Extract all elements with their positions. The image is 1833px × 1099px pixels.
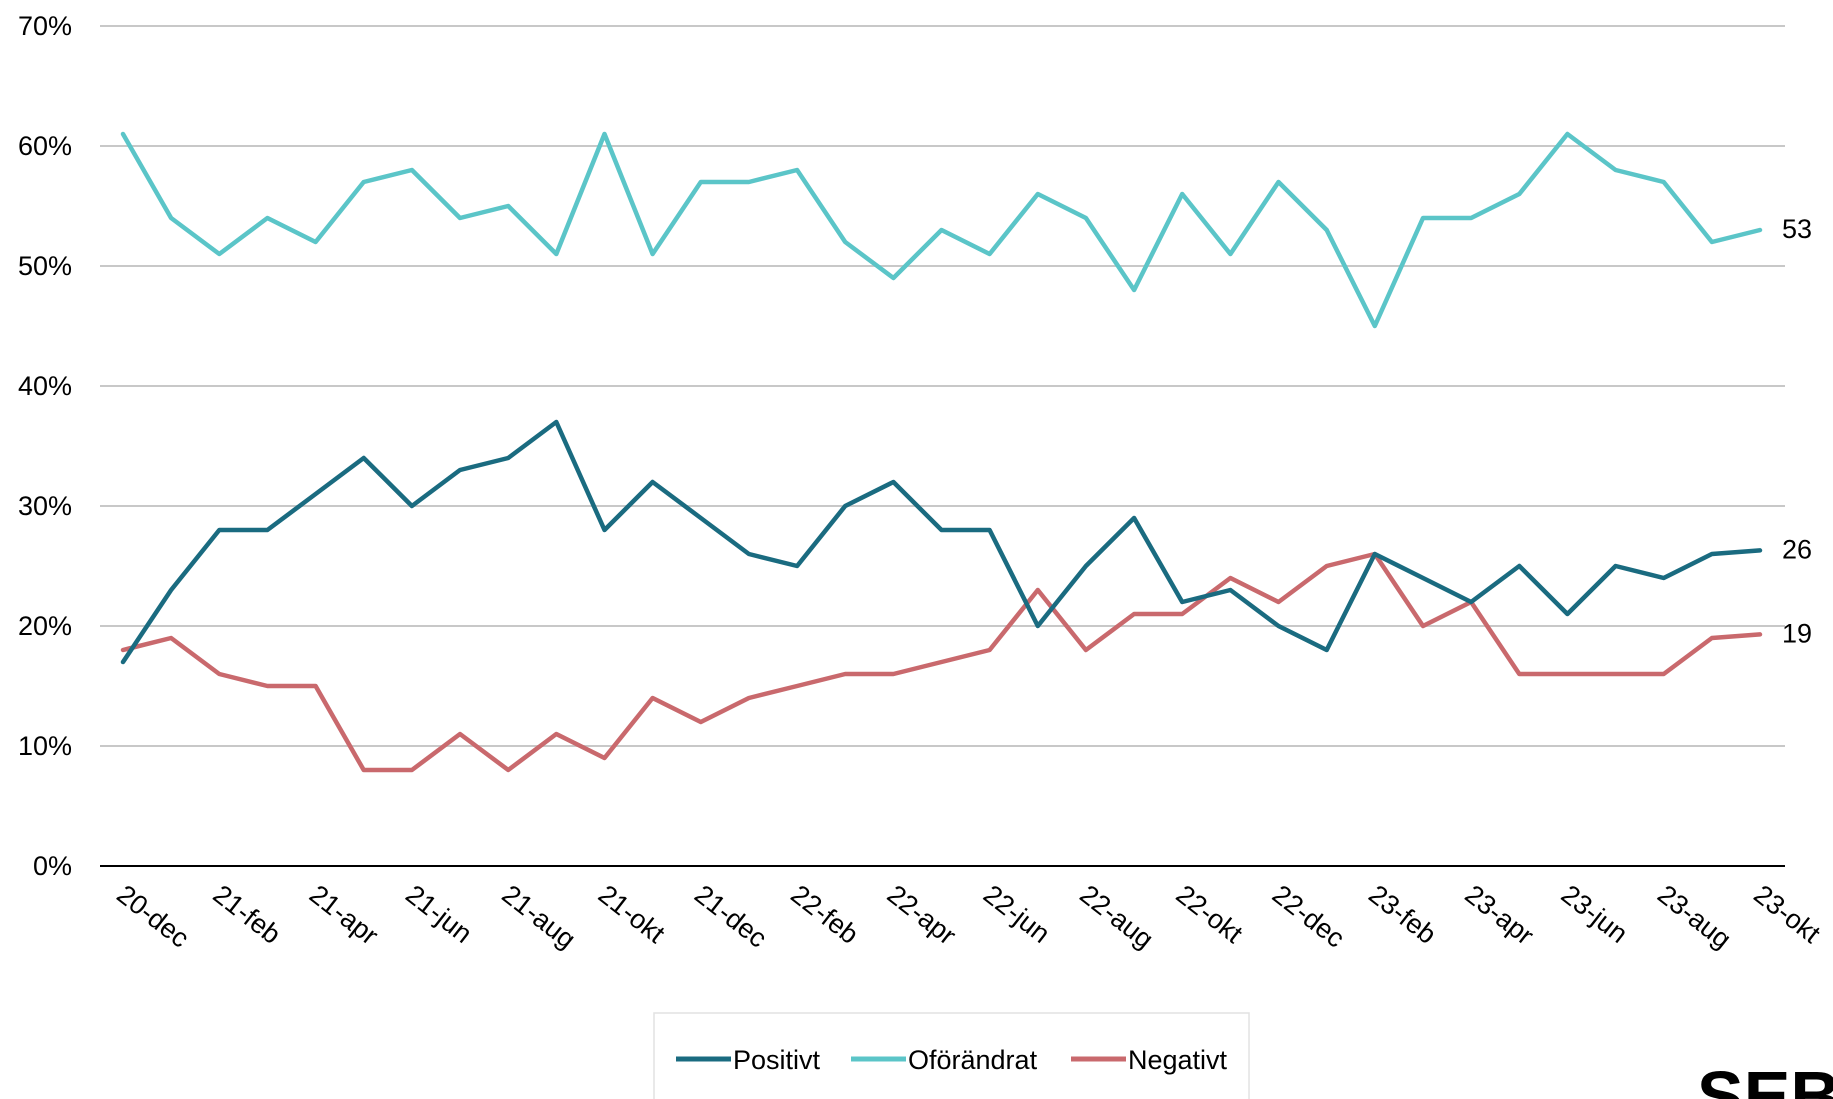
x-tick-label: 21-feb (208, 879, 287, 950)
x-tick-label: 23-apr (1459, 879, 1539, 951)
x-tick-label: 22-dec (1267, 879, 1351, 953)
series-line-positivt (120, 419, 1763, 665)
x-tick-label: 22-okt (1171, 879, 1249, 949)
x-tick-label: 22-feb (785, 879, 864, 950)
gridlines (100, 25, 1785, 867)
x-tick-label: 21-apr (304, 879, 384, 951)
x-tick-label: 20-dec (111, 879, 195, 953)
y-tick-label: 20% (18, 611, 72, 641)
logo-text: SEB (1697, 1057, 1833, 1099)
y-tick-label: 50% (18, 251, 72, 281)
end-labels: 26 53 19 (1782, 214, 1812, 648)
y-tick-label: 10% (18, 731, 72, 761)
x-tick-label: 22-jun (978, 879, 1056, 949)
series-lines (120, 131, 1763, 773)
y-axis-ticks: 0% 10% 20% 30% 40% 50% 60% 70% (18, 11, 72, 881)
legend: Positivt Oförändrat Negativt (653, 1012, 1250, 1099)
x-tick-label: 22-aug (1074, 879, 1159, 954)
x-tick-label: 21-jun (400, 879, 478, 949)
y-tick-label: 30% (18, 491, 72, 521)
legend-label-positivt: Positivt (733, 1045, 821, 1075)
legend-label-negativt: Negativt (1128, 1045, 1228, 1075)
x-tick-label: 23-jun (1556, 879, 1634, 949)
end-label: 53 (1782, 214, 1812, 244)
end-label: 19 (1782, 618, 1812, 648)
y-tick-label: 60% (18, 131, 72, 161)
y-tick-label: 0% (33, 851, 72, 881)
x-tick-label: 23-okt (1748, 879, 1826, 949)
x-axis-ticks: 20-dec 21-feb 21-apr 21-jun 21-aug 21-okt 21-d… (111, 879, 1826, 954)
series-line-ofrndrat (120, 131, 1763, 329)
x-tick-label: 21-dec (689, 879, 773, 953)
x-tick-label: 21-okt (593, 879, 671, 949)
x-tick-label: 23-feb (1363, 879, 1442, 950)
series-line-negativt (120, 551, 1763, 773)
legend-label-oforandrat: Oförändrat (908, 1045, 1038, 1075)
x-tick-label: 21-aug (496, 879, 581, 954)
end-label: 26 (1782, 534, 1812, 564)
y-tick-label: 40% (18, 371, 72, 401)
legend-box (653, 1012, 1250, 1099)
x-tick-label: 23-aug (1652, 879, 1737, 954)
y-tick-label: 70% (18, 11, 72, 41)
seb-logo: SEB (1697, 1057, 1833, 1099)
x-tick-label: 22-apr (882, 879, 962, 951)
